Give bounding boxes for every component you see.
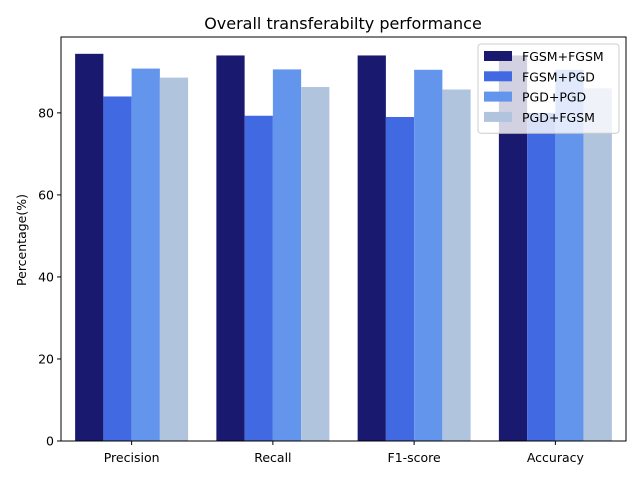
bar-fgsm-pgd-f1-score (385, 116, 415, 441)
legend-swatch-fgsm-fgsm (484, 51, 512, 61)
legend-box (477, 43, 620, 134)
y-tick-label: 40 (38, 269, 54, 284)
plot-frame (60, 36, 627, 442)
bar-pgd-fgsm-recall (301, 87, 330, 442)
bar-fgsm-fgsm-precision (75, 53, 104, 441)
bar-pgd-fgsm-f1-score (442, 89, 471, 442)
x-tick-label-accuracy: Accuracy (527, 450, 585, 465)
y-tick-label: 0 (46, 434, 54, 449)
bar-fgsm-pgd-recall (244, 115, 273, 441)
bar-pgd-pgd-f1-score (414, 69, 443, 441)
bar-fgsm-pgd-precision (103, 96, 132, 442)
x-tick-label-precision: Precision (104, 450, 160, 465)
legend: FGSM+FGSM FGSM+PGD PGD+PGD PGD+FGSM (477, 43, 620, 134)
bar-pgd-fgsm-precision (159, 77, 189, 442)
legend-swatch-pgd-fgsm (484, 111, 512, 122)
legend-swatch-fgsm-pgd (484, 71, 512, 82)
y-axis-label: Percentage(%) (14, 194, 29, 286)
legend-swatch-pgd-pgd (484, 91, 512, 102)
bar-fgsm-fgsm-f1-score (357, 55, 386, 442)
legend-label-pgd-pgd: PGD+PGD (522, 90, 586, 105)
chart-title: Overall transferabilty performance (204, 14, 482, 33)
legend-label-pgd-fgsm: PGD+FGSM (522, 110, 595, 125)
legend-label-fgsm-pgd: FGSM+PGD (522, 69, 595, 84)
bar-fgsm-fgsm-recall (216, 55, 245, 442)
y-tick-label: 20 (38, 351, 54, 366)
x-axis: Precision Recall F1-score Accuracy (104, 441, 585, 465)
bar-pgd-pgd-recall (272, 69, 302, 441)
y-axis: 0 20 40 60 80 (38, 105, 61, 449)
bar-pgd-fgsm-accuracy (583, 88, 612, 441)
legend-label-fgsm-fgsm: FGSM+FGSM (522, 49, 604, 64)
y-tick-label: 80 (38, 105, 54, 120)
bar-pgd-pgd-precision (131, 68, 160, 441)
y-tick-label: 60 (38, 187, 54, 202)
bar-fgsm-pgd-accuracy (527, 112, 556, 441)
x-tick-label-f1-score: F1-score (388, 450, 442, 465)
x-tick-label-recall: Recall (254, 450, 291, 465)
